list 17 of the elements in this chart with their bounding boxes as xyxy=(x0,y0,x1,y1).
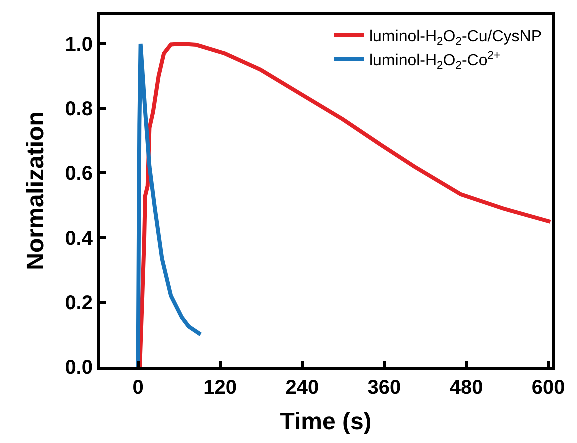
x-tick-label: 120 xyxy=(204,377,238,399)
x-tick-label: 360 xyxy=(368,377,402,399)
y-tick-label: 0.8 xyxy=(65,98,93,121)
x-axis-title: Time (s) xyxy=(280,408,372,436)
legend-label: luminol-H$_{2}$O$_{2}$-Co$^{2+}$ xyxy=(369,50,501,72)
x-tick-label: 0 xyxy=(132,377,144,399)
legend-label: luminol-H$_{2}$O$_{2}$-Cu/CysNP xyxy=(369,28,542,48)
line-series xyxy=(136,42,203,367)
y-tick-label: 0.0 xyxy=(65,357,93,379)
x-tick-label: 240 xyxy=(286,377,320,399)
x-tick-label: 600 xyxy=(532,377,566,399)
y-tick-label: 0.2 xyxy=(65,292,93,314)
x-tick-label: 480 xyxy=(450,377,484,399)
y-tick-label: 0.4 xyxy=(65,228,94,250)
y-tick-label: 0.6 xyxy=(65,163,93,186)
y-axis-title: Normalization xyxy=(22,112,50,270)
y-tick-label: 1.0 xyxy=(65,34,93,56)
